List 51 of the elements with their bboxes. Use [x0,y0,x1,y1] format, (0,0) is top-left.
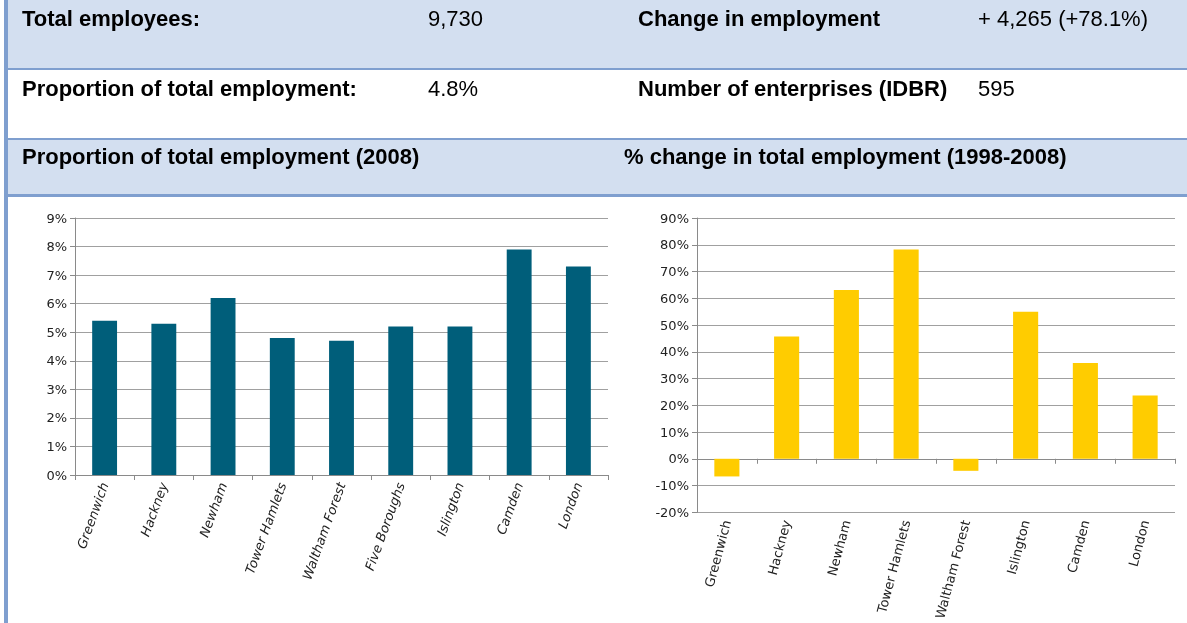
y-tick-label: 90% [660,210,689,226]
y-tick-label: -10% [655,478,689,494]
y-tick-label: -20% [655,504,689,520]
y-tick-label: 80% [660,237,689,253]
y-tick-label: 70% [660,264,689,280]
y-tick-label: 30% [660,371,689,387]
y-tick-label: 10% [660,424,689,440]
x-tick-label: London [1125,518,1153,569]
bar [1132,395,1158,459]
text: Total employees: [22,6,202,32]
text: + 4,265 (+78.1%) [978,6,1149,32]
y-tick-label: 7% [46,267,67,283]
text: 9,730 [428,6,485,32]
text: 4.8% [428,76,480,102]
y-tick-label: 20% [660,397,689,413]
bar [953,458,979,471]
bar [774,336,800,459]
y-tick-label: 4% [46,353,67,369]
bar [506,249,532,475]
y-tick-label: 9% [46,210,67,226]
chart-title: % change in total employment (1998-2008) [610,140,1187,197]
x-tick-label: Camden [1064,518,1093,575]
text: Change in employment [638,6,882,32]
bar [92,320,118,475]
bar [893,249,919,459]
y-tick-label: 2% [46,410,67,426]
y-tick-label: 40% [660,344,689,360]
y-tick-label: 8% [46,239,67,255]
text: Proportion of total employment: [22,76,358,102]
bar [210,297,236,475]
bar [1013,311,1039,459]
bar [565,266,591,475]
y-tick-label: 60% [660,290,689,306]
bar [269,337,295,475]
y-tick-label: 5% [46,324,67,340]
bar [714,458,740,477]
bar [388,326,414,475]
chart-title: Proportion of total employment (2008) [8,140,610,197]
y-tick-label: 3% [46,381,67,397]
bar [447,326,473,475]
bar [151,323,177,475]
text: 595 [978,76,1016,102]
y-tick-label: 0% [668,451,689,467]
y-tick-label: 6% [46,296,67,312]
bar [833,289,859,459]
bar [329,340,354,475]
text: Number of enterprises (IDBR) [638,76,949,102]
y-tick-label: 1% [46,438,67,454]
y-tick-label: 0% [46,467,67,483]
bar [1072,363,1098,459]
y-tick-label: 50% [660,317,689,333]
